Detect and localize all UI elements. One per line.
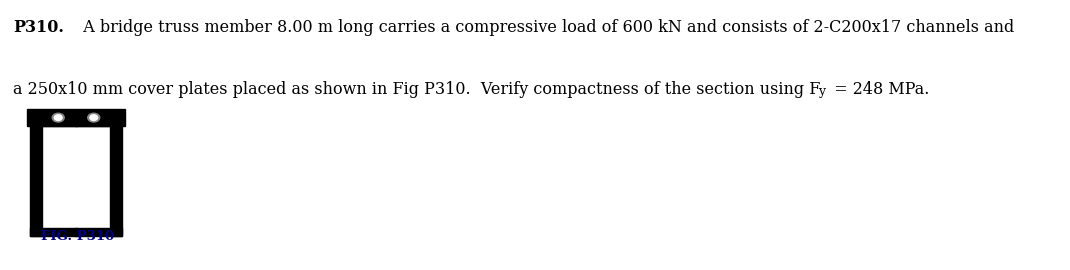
Circle shape — [88, 113, 100, 122]
Bar — [75, 119, 122, 126]
Text: = 248 MPa.: = 248 MPa. — [829, 81, 930, 98]
Circle shape — [52, 113, 64, 122]
Text: A bridge truss member 8.00 m long carries a compressive load of 600 kN and consi: A bridge truss member 8.00 m long carrie… — [73, 19, 1014, 36]
Circle shape — [55, 115, 62, 120]
Bar — [30, 119, 42, 236]
Bar — [75, 228, 122, 236]
Bar — [27, 109, 125, 126]
Text: P310.: P310. — [13, 19, 64, 36]
Bar — [30, 119, 77, 126]
Text: y: y — [819, 85, 826, 98]
Text: a 250x10 mm cover plates placed as shown in Fig P310.  Verify compactness of the: a 250x10 mm cover plates placed as shown… — [13, 81, 821, 98]
Bar — [110, 119, 122, 236]
Circle shape — [90, 115, 97, 120]
Bar — [30, 228, 77, 236]
Text: FIG. P310: FIG. P310 — [41, 230, 113, 243]
